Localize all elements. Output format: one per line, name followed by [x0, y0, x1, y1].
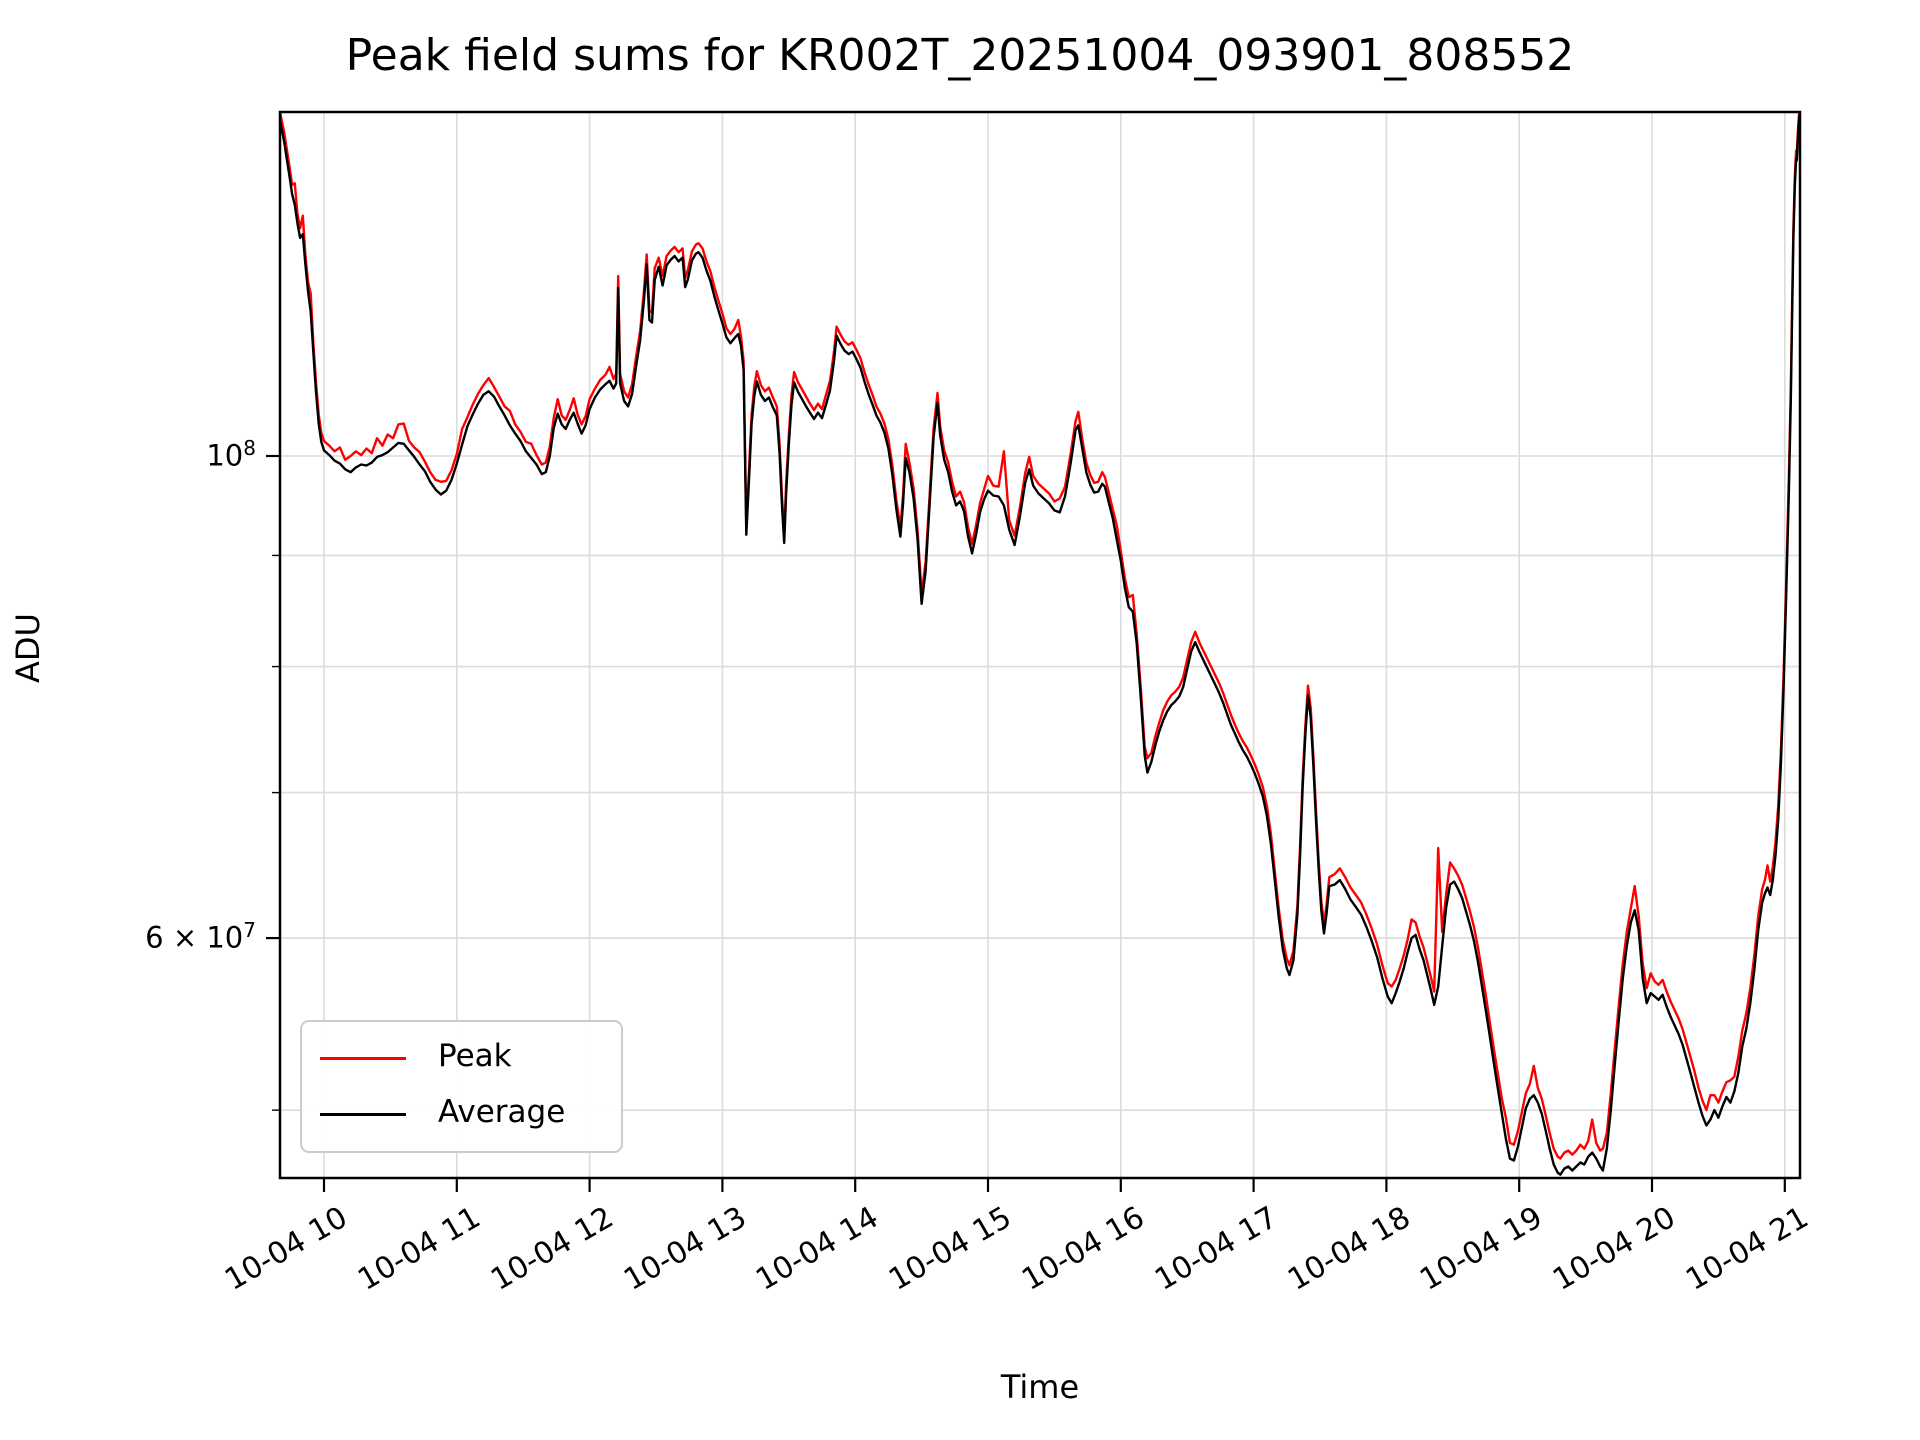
axes-spines [278, 110, 1802, 1180]
peak-line-swatch [320, 1057, 406, 1060]
peak-line [280, 112, 1800, 1160]
chart-title: Peak field sums for KR002T_20251004_0939… [345, 30, 1575, 81]
average-line [280, 113, 1800, 1176]
tick-marks-layer [266, 454, 1786, 1192]
legend-item-peak: Peak [302, 1038, 621, 1078]
legend: Peak Average [300, 1020, 623, 1153]
y-tick-label: 6 × 107 [145, 918, 256, 955]
y-tick-label: 108 [206, 436, 256, 473]
legend-label-peak: Peak [438, 1038, 512, 1074]
legend-label-average: Average [438, 1094, 566, 1130]
data-series-layer [280, 112, 1800, 1176]
x-axis-label: Time [1000, 1368, 1080, 1406]
legend-item-average: Average [302, 1094, 621, 1134]
average-line-swatch [320, 1113, 406, 1116]
grid-layer [280, 112, 1800, 1178]
